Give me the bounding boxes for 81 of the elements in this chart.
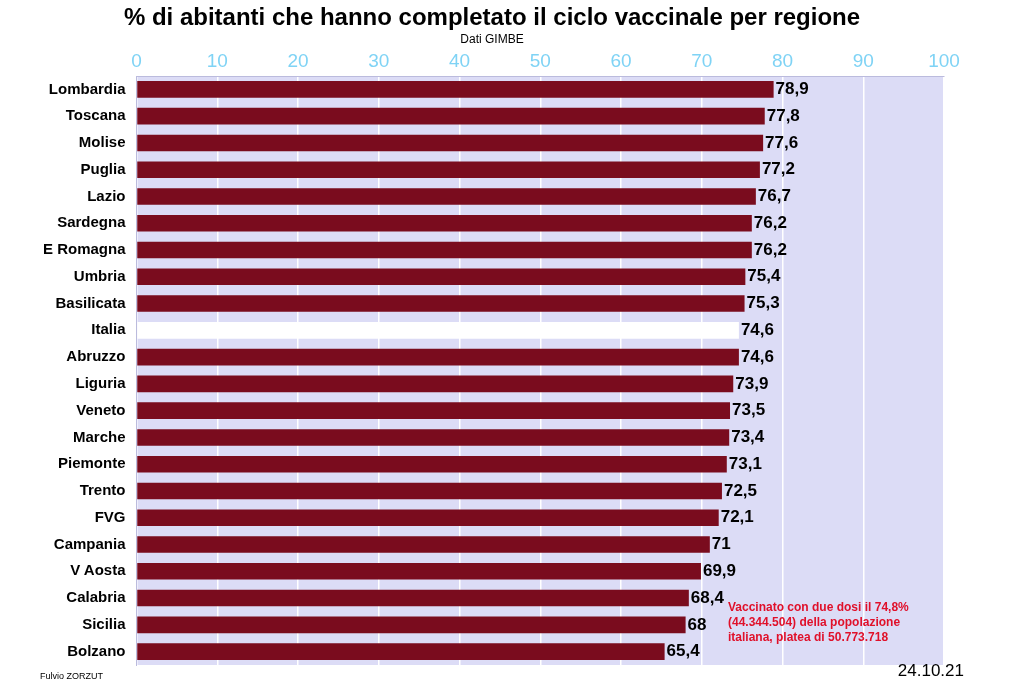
y-tick-label: V Aosta xyxy=(70,561,127,579)
data-label: 72,1 xyxy=(720,507,754,527)
data-label: 68 xyxy=(687,614,707,634)
x-tick-label: 0 xyxy=(131,49,142,71)
bar xyxy=(137,241,752,259)
bar xyxy=(137,214,752,232)
data-label: 76,7 xyxy=(757,186,791,206)
bar xyxy=(137,536,710,553)
bar xyxy=(137,348,739,366)
bar xyxy=(137,402,731,419)
data-label: 77,2 xyxy=(761,159,795,179)
y-tick-label: Veneto xyxy=(76,400,126,418)
data-label: 75,3 xyxy=(746,293,780,313)
x-tick-label: 10 xyxy=(206,49,228,71)
bar xyxy=(137,455,727,473)
y-tick-label: Calabria xyxy=(66,588,127,606)
y-tick-label: Piemonte xyxy=(58,454,126,472)
data-label: 71 xyxy=(711,534,731,554)
data-label: 78,9 xyxy=(775,79,809,99)
y-tick-label: Lombardia xyxy=(48,79,127,97)
bar xyxy=(137,161,760,178)
x-tick-label: 70 xyxy=(691,49,713,71)
data-label: 69,9 xyxy=(702,560,737,580)
x-tick-label: 100 xyxy=(928,49,960,71)
bar xyxy=(137,188,756,205)
data-label: 73,4 xyxy=(731,427,765,447)
bar xyxy=(137,482,722,500)
data-label: 65,4 xyxy=(666,641,701,661)
bar xyxy=(137,429,730,446)
y-tick-label: Molise xyxy=(78,133,126,151)
y-tick-label: FVG xyxy=(94,507,126,525)
bar xyxy=(137,509,719,527)
bar xyxy=(137,643,665,660)
y-tick-label: Liguria xyxy=(75,374,127,392)
y-tick-label: Sicilia xyxy=(82,614,127,632)
y-tick-label: Campania xyxy=(53,534,127,552)
y-tick-label: Italia xyxy=(91,320,127,338)
y-tick-label: Basilicata xyxy=(55,293,127,311)
bar xyxy=(137,563,701,580)
y-tick-label: E Romagna xyxy=(43,240,127,258)
bar xyxy=(137,81,774,98)
y-tick-label: Bolzano xyxy=(67,641,126,659)
bar xyxy=(137,616,686,634)
annotation: Vaccinato con due dosi il 74,8% (44.344.504) della popolazione italiana, platea di 50.773.718 xyxy=(728,600,910,645)
bar xyxy=(137,107,765,125)
bar xyxy=(137,295,745,312)
bar xyxy=(137,589,689,607)
data-label: 76,2 xyxy=(753,239,787,259)
y-tick-label: Puglia xyxy=(80,159,127,177)
annotation: 24.10.21 xyxy=(897,661,964,681)
data-label: 76,2 xyxy=(753,212,787,232)
bar xyxy=(137,134,764,152)
bar xyxy=(137,375,734,393)
x-tick-label: 50 xyxy=(529,49,551,71)
data-label: 77,6 xyxy=(765,132,799,152)
data-label: 73,5 xyxy=(732,400,766,420)
x-tick-label: 20 xyxy=(287,49,309,71)
data-label: 68,4 xyxy=(690,587,725,607)
x-tick-label: 60 xyxy=(610,49,632,71)
data-label: 74,6 xyxy=(740,346,774,366)
data-label: 72,5 xyxy=(723,480,758,500)
chart-subtitle: Dati GIMBE xyxy=(460,32,524,47)
text: Fulvio ZORZUT xyxy=(40,671,103,681)
chart-title: % di abitanti che hanno completato il ciclo vaccinale per regione xyxy=(123,3,861,31)
data-label: 73,9 xyxy=(735,373,769,393)
x-tick-label: 90 xyxy=(852,49,874,71)
x-tick-label: 80 xyxy=(771,49,794,71)
data-label: 73,1 xyxy=(728,453,762,473)
bar xyxy=(137,268,746,286)
y-tick-label: Marche xyxy=(72,427,126,445)
y-tick-label: Umbria xyxy=(73,266,127,284)
data-label: 77,8 xyxy=(766,105,800,125)
data-label: 74,6 xyxy=(740,320,774,340)
y-tick-label: Abruzzo xyxy=(66,347,126,365)
y-tick-label: Trento xyxy=(79,481,126,499)
y-tick-label: Sardegna xyxy=(57,213,127,231)
data-label: 75,4 xyxy=(747,266,781,286)
y-tick-label: Toscana xyxy=(65,106,127,124)
x-tick-label: 30 xyxy=(368,49,390,71)
x-tick-label: 40 xyxy=(448,49,471,71)
y-tick-label: Lazio xyxy=(87,186,126,204)
